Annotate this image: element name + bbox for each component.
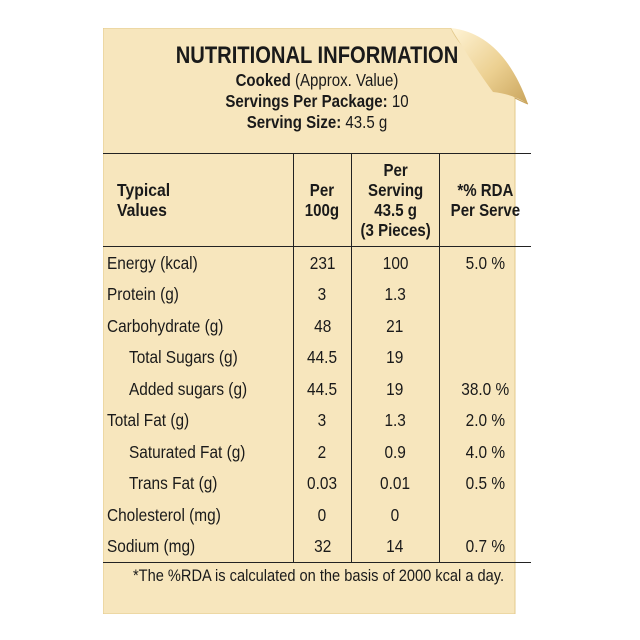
row-rda: 38.0 % [461,378,510,399]
header-typical-values: Typical Values [103,153,294,247]
row-label: Trans Fat (g) [129,473,218,494]
row-label: Total Sugars (g) [129,347,238,368]
servings-value: 10 [391,91,409,111]
row-per-serving: 1.3 [384,284,406,305]
row-label: Cholesterol (mg) [107,504,221,525]
row-per100: 32 [313,536,331,557]
nutrition-label-card: NUTRITIONAL INFORMATION Cooked (Approx. … [103,28,531,614]
row-per100: 231 [309,252,336,273]
serving-size-label: Serving Size: [246,112,342,132]
page-curl [451,28,528,104]
label-content: NUTRITIONAL INFORMATION Cooked (Approx. … [103,28,531,614]
row-per100: 44.5 [307,378,338,399]
servings-line: Servings Per Package: 10 [133,91,501,112]
row-per-serving: 0 [390,504,400,525]
row-per-serving: 19 [386,378,404,399]
cooked-label: Cooked [235,70,291,90]
table-row: Protein (g) 3 1.3 [103,278,531,310]
row-label: Energy (kcal) [107,252,198,273]
row-per-serving: 14 [386,536,404,557]
row-per-serving: 19 [386,347,404,368]
table-row: Total Sugars (g) 44.5 19 [103,341,531,373]
row-rda: 4.0 % [465,441,506,462]
row-per100: 44.5 [307,347,338,368]
row-per100: 0 [317,504,327,525]
servings-label: Servings Per Package: [225,91,388,111]
row-per-serving: 100 [382,252,409,273]
header-per-serving: Per Serving 43.5 g (3 Pieces) [350,153,440,247]
label-header: NUTRITIONAL INFORMATION Cooked (Approx. … [103,42,531,133]
row-rda: 0.5 % [465,473,506,494]
row-label: Total Fat (g) [107,410,190,431]
row-label: Sodium (mg) [107,536,196,557]
label-title: NUTRITIONAL INFORMATION [175,42,459,69]
row-per-serving: 1.3 [384,410,406,431]
table-row: Cholesterol (mg) 0 0 [103,499,531,531]
table-row: Carbohydrate (g) 48 21 [103,310,531,342]
cooked-line: Cooked (Approx. Value) [133,70,501,91]
nutrition-table: Typical Values Per 100g Per Serving 43.5 g(… [103,153,531,563]
row-per100: 3 [317,284,327,305]
table-row: Saturated Fat (g) 2 0.9 4.0 % [103,436,531,468]
row-per-serving: 0.9 [384,441,406,462]
row-per100: 0.03 [307,473,338,494]
serving-size-line: Serving Size: 43.5 g [133,112,501,133]
row-label: Protein (g) [107,284,179,305]
row-label: Saturated Fat (g) [129,441,246,462]
header-rda: *% RDA Per Serve [438,153,531,247]
row-label: Added sugars (g) [129,378,248,399]
header-per-100g: Per 100g [292,153,352,247]
row-per100: 2 [317,441,327,462]
table-header-row: Typical Values Per 100g Per Serving 43.5 g(… [103,153,531,247]
rda-footnote: *The %RDA is calculated on the basis of … [132,566,505,585]
row-per-serving: 0.01 [380,473,411,494]
table-row: Energy (kcal) 231 100 5.0 % [103,246,531,279]
table-row: Added sugars (g) 44.5 19 38.0 % [103,373,531,405]
row-label: Carbohydrate (g) [107,315,224,336]
row-rda: 0.7 % [465,536,506,557]
row-rda: 5.0 % [465,252,506,273]
table-row: Total Fat (g) 3 1.3 2.0 % [103,404,531,436]
row-per-serving: 21 [386,315,404,336]
table-row: Sodium (mg) 32 14 0.7 % [103,530,531,563]
table-row: Trans Fat (g) 0.03 0.01 0.5 % [103,467,531,499]
serving-size-value: 43.5 g [345,112,388,132]
row-per100: 48 [313,315,331,336]
cooked-note: (Approx. Value) [294,70,399,90]
row-rda: 2.0 % [465,410,506,431]
row-per100: 3 [317,410,327,431]
